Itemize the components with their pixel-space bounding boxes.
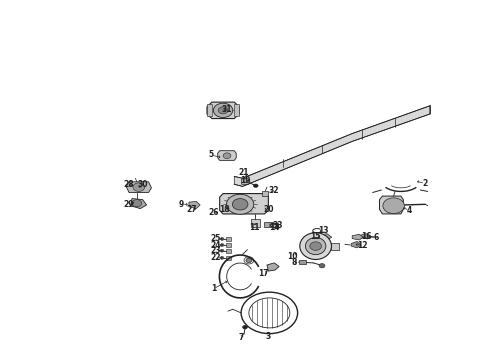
Circle shape: [132, 200, 142, 207]
Polygon shape: [226, 256, 231, 260]
Text: 2: 2: [423, 179, 428, 188]
Text: 14: 14: [269, 222, 279, 231]
Text: 22: 22: [211, 253, 221, 262]
Polygon shape: [226, 243, 231, 247]
Text: 21: 21: [239, 168, 249, 177]
Polygon shape: [379, 196, 403, 214]
Text: 27: 27: [186, 205, 196, 214]
Text: 10: 10: [288, 252, 298, 261]
Circle shape: [246, 258, 252, 262]
Polygon shape: [220, 194, 269, 214]
Text: 19: 19: [240, 176, 250, 185]
Text: 4: 4: [407, 206, 412, 215]
Circle shape: [253, 184, 258, 188]
Text: 26: 26: [208, 208, 219, 217]
Text: 15: 15: [311, 232, 321, 241]
Polygon shape: [361, 234, 371, 239]
Text: 24: 24: [211, 240, 221, 249]
Circle shape: [232, 199, 248, 210]
Circle shape: [383, 198, 404, 213]
Text: 17: 17: [258, 269, 269, 278]
Polygon shape: [242, 178, 250, 184]
Text: 16: 16: [362, 232, 372, 241]
Polygon shape: [234, 106, 430, 186]
Polygon shape: [265, 222, 273, 227]
Polygon shape: [331, 243, 339, 249]
Text: 30: 30: [137, 180, 148, 189]
Circle shape: [220, 244, 224, 247]
Text: 3: 3: [266, 332, 271, 341]
Circle shape: [218, 107, 228, 114]
Text: 20: 20: [263, 205, 273, 214]
Text: 25: 25: [211, 234, 221, 243]
Text: 28: 28: [124, 180, 134, 189]
Text: 23: 23: [211, 246, 221, 255]
Polygon shape: [262, 191, 269, 196]
Circle shape: [220, 238, 224, 240]
Polygon shape: [267, 263, 279, 271]
Text: 31: 31: [221, 105, 232, 114]
Circle shape: [133, 183, 145, 192]
Polygon shape: [298, 260, 306, 264]
Ellipse shape: [305, 238, 326, 255]
Polygon shape: [207, 104, 212, 116]
Text: 8: 8: [291, 258, 296, 267]
Text: 12: 12: [357, 240, 367, 249]
Polygon shape: [226, 249, 231, 253]
Polygon shape: [234, 104, 239, 116]
Circle shape: [220, 249, 224, 252]
Circle shape: [223, 153, 231, 158]
Text: 7: 7: [239, 333, 244, 342]
Ellipse shape: [300, 233, 331, 260]
Text: 9: 9: [179, 200, 184, 209]
Circle shape: [226, 194, 254, 214]
Circle shape: [220, 256, 224, 259]
Polygon shape: [351, 242, 361, 248]
Text: 11: 11: [249, 222, 260, 231]
Polygon shape: [189, 202, 200, 208]
Polygon shape: [126, 182, 151, 193]
Text: 13: 13: [318, 226, 328, 235]
Polygon shape: [130, 199, 147, 208]
Text: 6: 6: [374, 233, 379, 242]
Circle shape: [213, 103, 233, 117]
Text: 5: 5: [208, 150, 214, 159]
Text: 29: 29: [124, 200, 134, 209]
Text: 32: 32: [269, 186, 279, 195]
Text: 1: 1: [211, 284, 216, 293]
Circle shape: [319, 264, 325, 268]
Polygon shape: [352, 234, 363, 240]
Circle shape: [310, 242, 321, 250]
Polygon shape: [251, 219, 260, 227]
Circle shape: [243, 325, 247, 329]
Polygon shape: [226, 237, 231, 241]
Polygon shape: [218, 151, 236, 160]
Text: 33: 33: [273, 221, 283, 230]
Polygon shape: [207, 102, 239, 118]
Text: 18: 18: [219, 205, 230, 214]
Polygon shape: [320, 234, 332, 240]
